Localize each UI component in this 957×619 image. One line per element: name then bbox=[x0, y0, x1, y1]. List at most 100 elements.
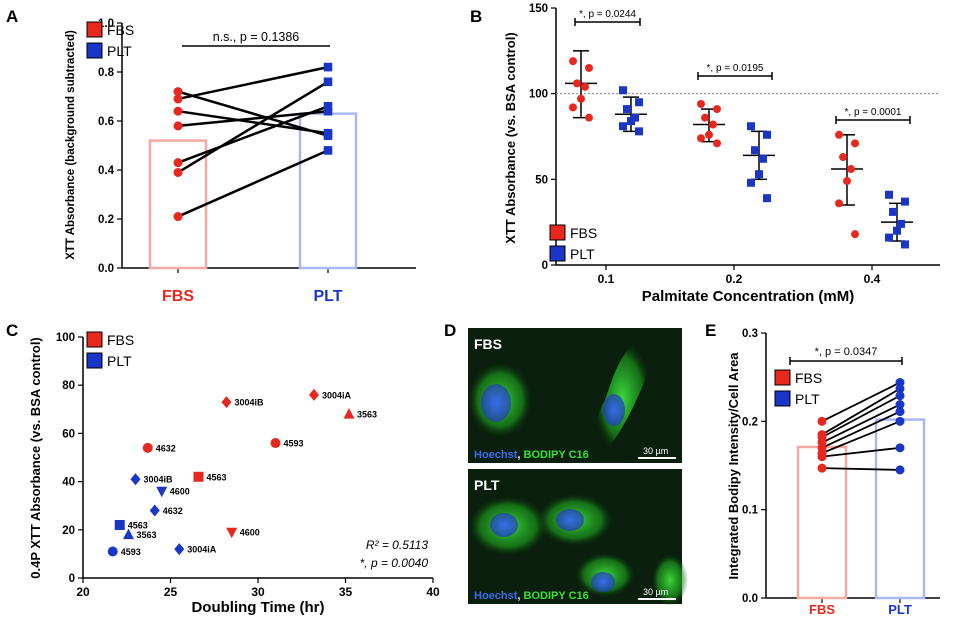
y-tick-label: 0.2 bbox=[742, 416, 758, 428]
nucleus-shape bbox=[591, 572, 615, 592]
nucleus-shape bbox=[556, 509, 584, 531]
point-fbs bbox=[817, 463, 827, 473]
micrograph-label: PLT bbox=[474, 477, 500, 493]
point-fbs bbox=[581, 82, 589, 91]
x-tick-label: 40 bbox=[426, 585, 440, 599]
x-tick-label-fbs: FBS bbox=[809, 602, 835, 617]
point-plt bbox=[897, 219, 905, 228]
micrograph-fbs: FBS Hoechst, BODIPY C16 30 µm bbox=[468, 328, 682, 463]
legend-swatch-plt bbox=[774, 390, 791, 407]
pair-line bbox=[821, 394, 901, 439]
point-label: 3004iB bbox=[235, 398, 265, 408]
point-plt bbox=[759, 154, 767, 163]
point-plt-4600 bbox=[156, 486, 168, 498]
scale-label: 30 µm bbox=[643, 446, 668, 456]
panel-label-a: A bbox=[6, 7, 18, 26]
y-axis-title: 0.4P XTT Absorbance (vs. BSA control) bbox=[28, 337, 43, 579]
point-label: 4600 bbox=[240, 528, 260, 538]
y-tick-label: 0.2 bbox=[98, 214, 114, 226]
stain-blue: Hoechst bbox=[474, 449, 518, 461]
point-fbs bbox=[577, 94, 585, 103]
legend-label-plt: PLT bbox=[570, 246, 595, 262]
legend-swatch-plt bbox=[549, 245, 566, 262]
nucleus-shape bbox=[603, 394, 625, 426]
legend-swatch-plt bbox=[86, 42, 103, 59]
y-tick-label: 0.0 bbox=[742, 593, 758, 605]
point-plt-4632 bbox=[149, 504, 160, 517]
point-label: 4632 bbox=[156, 443, 176, 453]
y-tick-label: 0 bbox=[69, 573, 75, 585]
point-plt bbox=[895, 416, 905, 426]
legend-swatch-plt bbox=[86, 352, 103, 369]
point-fbs bbox=[817, 416, 827, 426]
point-plt bbox=[627, 117, 635, 126]
point-fbs bbox=[173, 212, 183, 222]
legend-label-fbs: FBS bbox=[107, 22, 134, 38]
y-tick-label: 0.8 bbox=[98, 67, 115, 79]
point-plt bbox=[323, 128, 333, 138]
x-tick-label-fbs: FBS bbox=[162, 288, 194, 305]
point-fbs bbox=[173, 87, 183, 97]
point-plt bbox=[323, 77, 333, 87]
point-label: 3004iB bbox=[144, 475, 174, 485]
panel-b-chart: 0.1 0.2 0.4 0 50 100 150 XTT Absorbance (vs. BS… bbox=[503, 3, 940, 305]
micrograph-label: FBS bbox=[474, 336, 502, 352]
point-plt bbox=[763, 130, 771, 139]
point-plt bbox=[885, 233, 893, 242]
point-plt bbox=[895, 465, 905, 475]
pair-line bbox=[177, 105, 329, 164]
point-label: 4563 bbox=[128, 520, 148, 530]
point-fbs bbox=[173, 167, 183, 177]
panel-label-b: B bbox=[470, 7, 482, 26]
y-tick-label: 0.6 bbox=[98, 116, 114, 128]
point-fbs-3563 bbox=[343, 408, 355, 419]
pair-line bbox=[177, 149, 329, 218]
pair-line bbox=[821, 410, 901, 449]
x-tick-label: 0.2 bbox=[726, 272, 743, 286]
y-tick-label: 60 bbox=[62, 428, 75, 440]
point-plt bbox=[895, 384, 905, 394]
legend-label-fbs: FBS bbox=[570, 225, 597, 241]
point-fbs bbox=[573, 79, 581, 88]
point-fbs bbox=[817, 452, 827, 462]
x-tick-label: 0.4 bbox=[864, 272, 881, 286]
point-plt bbox=[747, 122, 755, 131]
point-fbs bbox=[585, 113, 593, 122]
point-plt-3004ia bbox=[174, 543, 185, 556]
point-fbs bbox=[713, 105, 721, 114]
stats-r-squared: R² = 0.5113 bbox=[366, 538, 428, 552]
panel-d-microscopy: FBS Hoechst, BODIPY C16 30 µm PLT Hoechs… bbox=[468, 328, 688, 606]
point-plt bbox=[751, 146, 759, 155]
legend-label-plt: PLT bbox=[795, 391, 820, 407]
point-plt bbox=[619, 86, 627, 95]
point-fbs bbox=[835, 199, 843, 208]
x-tick-label: 0.1 bbox=[598, 272, 615, 286]
stain-legend: Hoechst, BODIPY C16 bbox=[474, 449, 589, 461]
point-fbs bbox=[709, 120, 717, 129]
pair-line bbox=[821, 446, 901, 458]
point-fbs-4632 bbox=[142, 442, 153, 453]
y-tick-label: 0.3 bbox=[742, 328, 758, 340]
point-fbs bbox=[173, 121, 183, 131]
y-tick-label: 100 bbox=[56, 332, 75, 344]
point-plt bbox=[901, 240, 909, 249]
point-plt bbox=[895, 407, 905, 417]
pair-line bbox=[177, 80, 329, 174]
point-fbs-4563 bbox=[193, 471, 204, 482]
point-label: 4593 bbox=[121, 547, 141, 557]
point-plt bbox=[635, 127, 643, 136]
point-fbs-4600 bbox=[226, 527, 238, 539]
point-fbs bbox=[713, 139, 721, 148]
point-fbs-3004ia bbox=[309, 388, 319, 401]
legend-swatch-fbs bbox=[86, 331, 103, 348]
point-fbs bbox=[697, 99, 705, 108]
x-tick-label: 30 bbox=[251, 585, 265, 599]
stain-comma: , bbox=[517, 449, 523, 461]
significance-label: *, p = 0.0244 bbox=[579, 9, 636, 20]
pair-line bbox=[821, 420, 901, 454]
point-fbs bbox=[173, 106, 183, 116]
significance-label: *, p = 0.0195 bbox=[707, 63, 764, 74]
point-plt-3563 bbox=[123, 528, 134, 540]
point-fbs bbox=[835, 130, 843, 139]
